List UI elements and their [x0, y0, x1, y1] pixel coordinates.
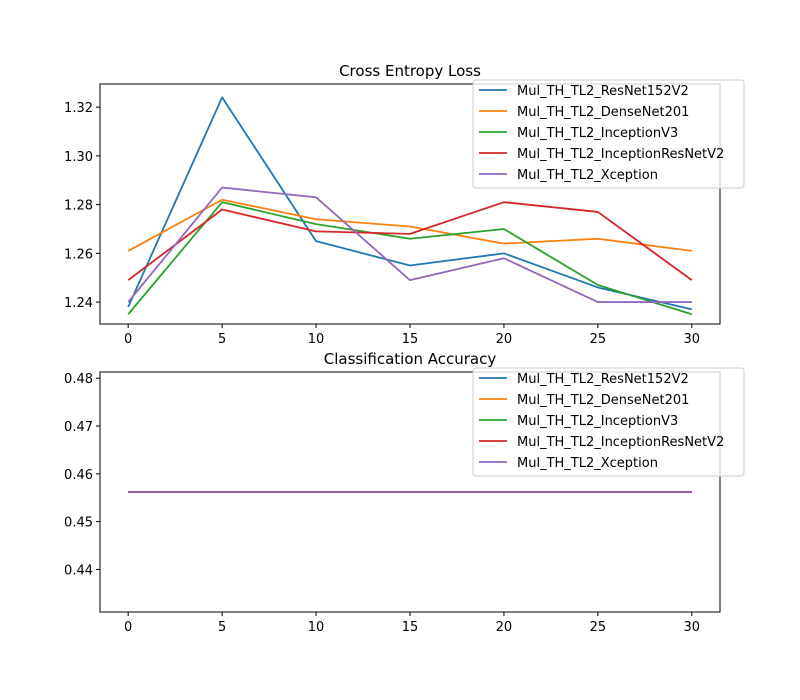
chart-title: Cross Entropy Loss	[339, 62, 481, 80]
x-tick-label: 10	[308, 620, 325, 635]
y-tick-label: 0.47	[64, 420, 93, 435]
series-line-mul-th-tl2-xception	[127, 186, 692, 303]
x-tick-label: 5	[218, 332, 226, 347]
x-tick-label: 25	[590, 620, 607, 635]
x-tick-label: 30	[684, 620, 701, 635]
legend-entry-label: Mul_TH_TL2_InceptionResNetV2	[517, 435, 724, 450]
x-tick-label: 25	[590, 332, 607, 347]
x-tick-label: 30	[684, 332, 701, 347]
chart-panel-2: Classification Accuracy 0 5 10 15 20 25 30 0.44 0…	[64, 350, 745, 635]
y-tick-label: 1.32	[64, 101, 93, 116]
x-tick-label: 20	[496, 332, 513, 347]
legend-box	[472, 79, 745, 189]
y-tick-label: 1.24	[64, 296, 93, 311]
legend-entry-label: Mul_TH_TL2_InceptionV3	[517, 414, 678, 429]
x-tick-label: 15	[402, 332, 419, 347]
y-tick-label: 1.28	[64, 199, 93, 214]
legend-box	[472, 367, 745, 477]
legend-entry-label: Mul_TH_TL2_DenseNet201	[517, 393, 689, 408]
x-tick-label: 20	[496, 620, 513, 635]
legend-entry-label: Mul_TH_TL2_InceptionV3	[517, 126, 678, 141]
legend-entry-label: Mul_TH_TL2_Xception	[517, 456, 658, 471]
legend-entry-label: Mul_TH_TL2_DenseNet201	[517, 105, 689, 120]
legend-entry-label: Mul_TH_TL2_ResNet152V2	[517, 84, 689, 99]
x-tick-label: 15	[402, 620, 419, 635]
chart-title: Classification Accuracy	[324, 350, 497, 368]
chart-panel-1: Cross Entropy Loss 0 5 10 15 20 25 30 1.24 1.26 1.…	[64, 62, 745, 347]
series-line-mul-th-tl2-densenet201	[127, 198, 692, 252]
series-line-mul-th-tl2-inceptionv3	[127, 201, 693, 316]
y-tick-label: 0.45	[64, 516, 93, 531]
series-line-mul-th-tl2-resnet152v2	[127, 96, 693, 311]
legend: Mul_TH_TL2_ResNet152V2 Mul_TH_TL2_DenseNe…	[472, 79, 745, 189]
legend-entry-label: Mul_TH_TL2_InceptionResNetV2	[517, 147, 724, 162]
y-tick-label: 0.48	[64, 372, 93, 387]
y-tick-label: 1.26	[64, 247, 93, 262]
legend: Mul_TH_TL2_ResNet152V2 Mul_TH_TL2_DenseNe…	[472, 367, 745, 477]
y-tick-label: 0.46	[64, 468, 93, 483]
y-tick-label: 0.44	[64, 563, 93, 578]
x-tick-label: 0	[124, 620, 132, 635]
x-tick-label: 10	[308, 332, 325, 347]
y-tick-label: 1.30	[64, 150, 93, 165]
series-line-mul-th-tl2-inceptionresnetv2	[127, 201, 693, 281]
legend-entry-label: Mul_TH_TL2_Xception	[517, 168, 658, 183]
x-tick-label: 0	[124, 332, 132, 347]
legend-entry-label: Mul_TH_TL2_ResNet152V2	[517, 372, 689, 387]
x-tick-label: 5	[218, 620, 226, 635]
